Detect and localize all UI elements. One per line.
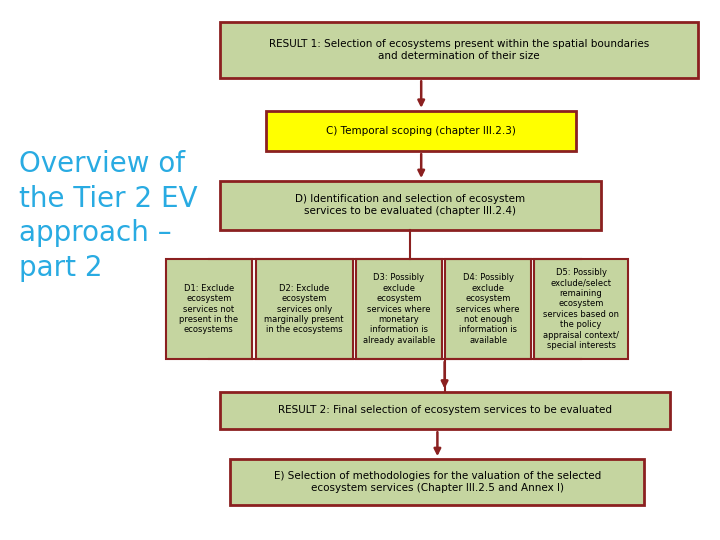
FancyBboxPatch shape xyxy=(266,111,576,151)
Text: Overview of
the Tier 2 EV
approach –
part 2: Overview of the Tier 2 EV approach – par… xyxy=(19,150,198,282)
Text: D3: Possibly
exclude
ecosystem
services where
monetary
information is
already av: D3: Possibly exclude ecosystem services … xyxy=(363,273,435,345)
FancyBboxPatch shape xyxy=(166,259,252,359)
Text: D2: Exclude
ecosystem
services only
marginally present
in the ecosystems: D2: Exclude ecosystem services only marg… xyxy=(264,284,344,334)
Text: RESULT 1: Selection of ecosystems present within the spatial boundaries
and dete: RESULT 1: Selection of ecosystems presen… xyxy=(269,39,649,60)
FancyBboxPatch shape xyxy=(220,181,601,230)
Text: E) Selection of methodologies for the valuation of the selected
ecosystem servic: E) Selection of methodologies for the va… xyxy=(274,471,601,492)
FancyBboxPatch shape xyxy=(256,259,353,359)
FancyBboxPatch shape xyxy=(220,392,670,429)
FancyBboxPatch shape xyxy=(220,22,698,78)
Text: D1: Exclude
ecosystem
services not
present in the
ecosystems: D1: Exclude ecosystem services not prese… xyxy=(179,284,238,334)
Text: C) Temporal scoping (chapter III.2.3): C) Temporal scoping (chapter III.2.3) xyxy=(326,126,516,136)
Text: RESULT 2: Final selection of ecosystem services to be evaluated: RESULT 2: Final selection of ecosystem s… xyxy=(278,406,611,415)
Text: D5: Possibly
exclude/select
remaining
ecosystem
services based on
the policy
app: D5: Possibly exclude/select remaining ec… xyxy=(543,268,619,350)
FancyBboxPatch shape xyxy=(230,459,644,505)
FancyBboxPatch shape xyxy=(534,259,628,359)
Text: D) Identification and selection of ecosystem
services to be evaluated (chapter I: D) Identification and selection of ecosy… xyxy=(295,194,526,216)
FancyBboxPatch shape xyxy=(445,259,531,359)
FancyBboxPatch shape xyxy=(356,259,442,359)
Text: D4: Possibly
exclude
ecosystem
services where
not enough
information is
availabl: D4: Possibly exclude ecosystem services … xyxy=(456,273,520,345)
